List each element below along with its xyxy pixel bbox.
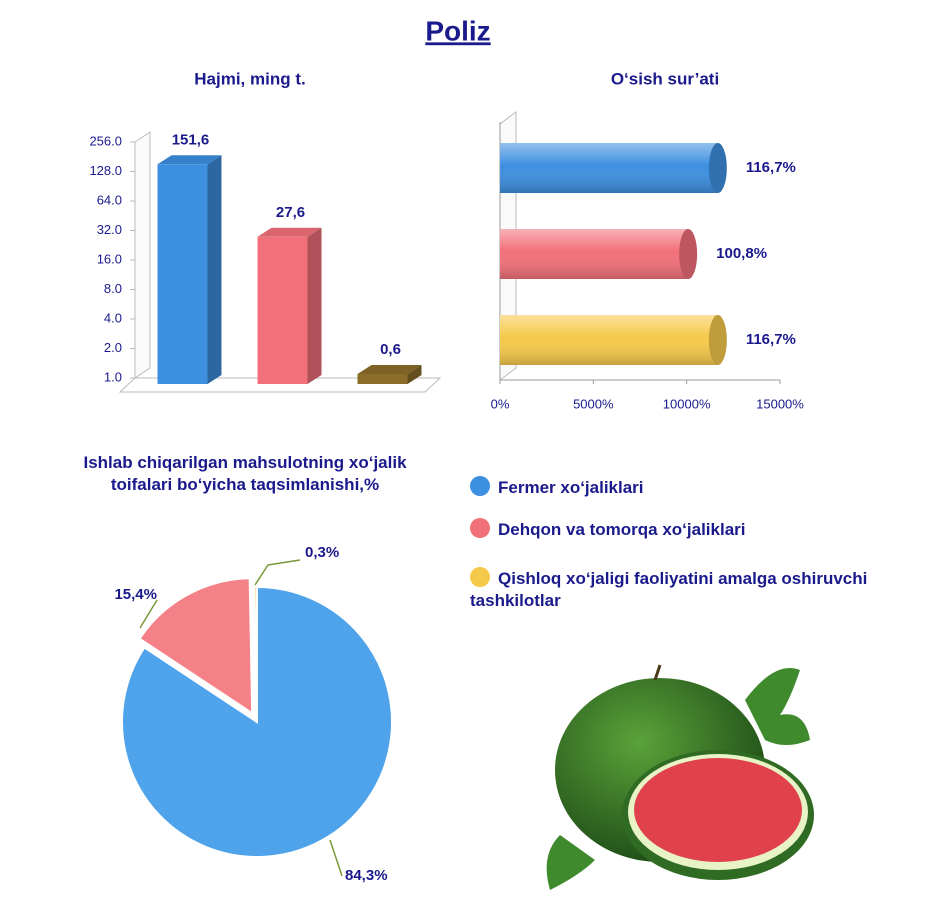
data-label: 116,7% [746, 331, 796, 348]
bar-side [207, 155, 222, 384]
y-tick-label: 64.0 [97, 192, 122, 207]
y-tick-label: 128.0 [89, 163, 122, 178]
watermelon-illustration [546, 664, 814, 890]
y-tick-label: 1.0 [104, 369, 122, 384]
bar [357, 374, 408, 384]
x-tick-label: 10000% [663, 396, 711, 411]
chart-title: Hajmi, ming t. [194, 69, 305, 88]
data-label: 0,6 [380, 341, 401, 358]
bar [257, 236, 308, 384]
y-tick-label: 256.0 [89, 133, 122, 148]
bar-cap [708, 143, 727, 193]
leader-line [139, 599, 158, 629]
back-wall [134, 131, 151, 379]
pie-slice [253, 585, 258, 723]
legend-swatch [470, 476, 490, 496]
chart-title: O‘sish sur’ati [611, 69, 719, 88]
y-tick-label: 8.0 [104, 281, 122, 296]
data-label: 0,3% [305, 544, 339, 561]
bar-top [157, 155, 222, 165]
bar-top [257, 227, 322, 237]
bar-shine [500, 315, 718, 365]
leader-line [329, 839, 343, 877]
bar-cap [679, 229, 698, 279]
chart-title: Ishlab chiqarilgan mahsulotning xo‘jalik… [83, 453, 407, 494]
data-label: 100,8% [716, 245, 767, 262]
data-label: 116,7% [746, 159, 796, 176]
x-tick-label: 15000% [756, 396, 804, 411]
x-tick-label: 0% [491, 396, 510, 411]
x-tick-label: 5000% [573, 396, 614, 411]
bar-shine [500, 143, 718, 193]
bar-side [407, 365, 422, 384]
legend-label: Qishloq xo‘jaligi faoliyatini amalga osh… [470, 569, 868, 610]
bar [157, 164, 208, 384]
legend-swatch [470, 518, 490, 538]
y-tick-label: 16.0 [97, 251, 122, 266]
bar-top [357, 365, 422, 374]
data-label: 84,3% [345, 867, 388, 884]
bar-cap [708, 315, 727, 365]
y-tick-label: 4.0 [104, 310, 122, 325]
data-label: 27,6 [276, 204, 305, 221]
legend-item: Qishloq xo‘jaligi faoliyatini amalga osh… [470, 567, 890, 612]
bar-side [307, 227, 322, 384]
y-tick-label: 2.0 [104, 340, 122, 355]
legend-label: Dehqon va tomorqa xo‘jaliklari [498, 520, 746, 539]
legend-item: Fermer xo‘jaliklari [470, 476, 890, 499]
y-tick-label: 32.0 [97, 222, 122, 237]
data-label: 151,6 [172, 131, 210, 148]
legend-swatch [470, 567, 490, 587]
legend-label: Fermer xo‘jaliklari [498, 478, 644, 497]
pie-slice [138, 577, 254, 716]
page-title: Poliz [425, 15, 490, 46]
legend-item: Dehqon va tomorqa xo‘jaliklari [470, 518, 890, 541]
leader-line [254, 559, 301, 586]
data-label: 15,4% [114, 586, 157, 603]
bar-shine [500, 229, 689, 279]
